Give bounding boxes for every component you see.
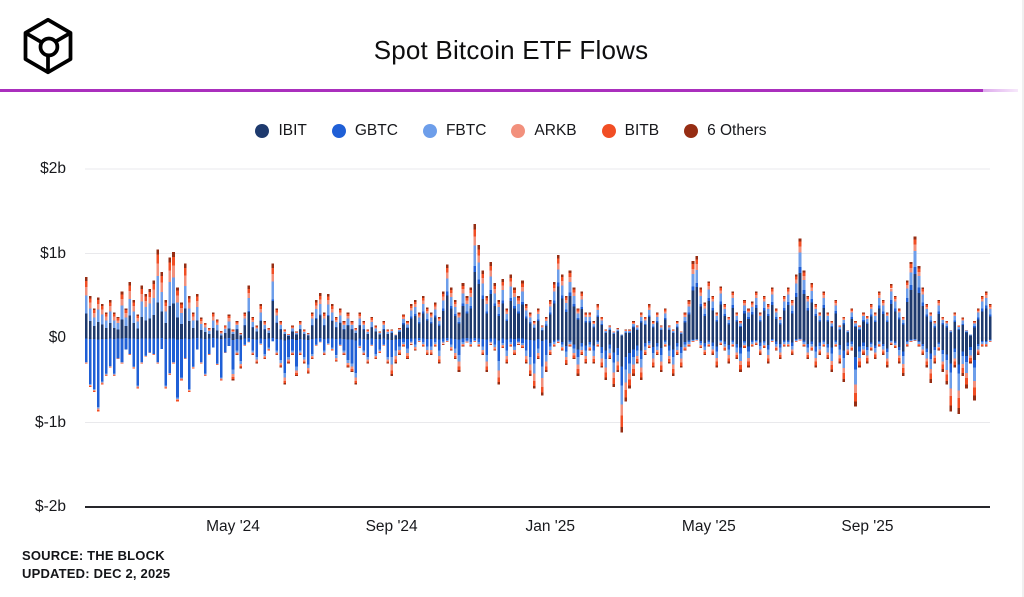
legend-swatch-arkb — [511, 124, 526, 138]
updated-text: UPDATED: DEC 2, 2025 — [22, 566, 171, 581]
legend-label-arkb: ARKB — [534, 122, 577, 139]
source-text: SOURCE: THE BLOCK — [22, 548, 165, 563]
x-axis-label-sep-24: Sep '24 — [365, 518, 418, 535]
x-axis-label-sep-25: Sep '25 — [841, 518, 894, 535]
legend-item-fbtc[interactable]: FBTC — [422, 122, 487, 140]
chart-legend: IBIT GBTC FBTC ARKB BITB 6 Others — [0, 117, 1022, 145]
legend-label-6-others: 6 Others — [707, 122, 767, 139]
legend-swatch-6-others — [684, 124, 699, 138]
legend-item-bitb[interactable]: BITB — [601, 122, 660, 140]
legend-swatch-gbtc — [331, 124, 346, 138]
legend-label-gbtc: GBTC — [354, 122, 398, 139]
y-axis-label-0: $0 — [48, 329, 66, 346]
chart-attribution: SOURCE: THE BLOCK UPDATED: DEC 2, 2025 — [22, 547, 170, 583]
legend-item-gbtc[interactable]: GBTC — [331, 122, 398, 140]
x-axis-label-may-25: May '25 — [681, 518, 736, 535]
legend-swatch-ibit — [255, 124, 270, 138]
y-axis-label-2b: $2b — [40, 160, 66, 177]
legend-swatch-fbtc — [422, 124, 437, 138]
y-axis-label-neg2b: $-2b — [34, 498, 66, 515]
legend-label-ibit: IBIT — [278, 122, 307, 139]
the-block-logo-icon — [23, 17, 73, 75]
y-axis-label-1b: $1b — [40, 244, 66, 262]
x-axis-label-may-24: May '24 — [206, 518, 260, 535]
legend-item-arkb[interactable]: ARKB — [511, 122, 577, 140]
legend-label-bitb: BITB — [624, 122, 660, 139]
legend-label-fbtc: FBTC — [445, 122, 487, 139]
y-axis-label-neg1b: $-1b — [34, 413, 66, 431]
header-divider — [0, 89, 1022, 92]
x-axis-label-jan-25: Jan '25 — [525, 518, 575, 535]
legend-swatch-bitb — [601, 124, 616, 138]
legend-item-6-others[interactable]: 6 Others — [684, 122, 767, 140]
page-title: Spot Bitcoin ETF Flows — [373, 35, 649, 65]
legend-item-ibit[interactable]: IBIT — [255, 122, 307, 140]
